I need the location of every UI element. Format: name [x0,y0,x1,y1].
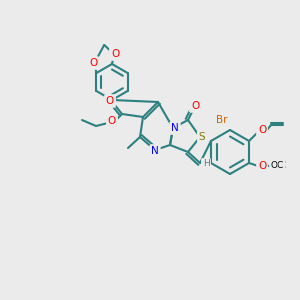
Text: H: H [202,160,209,169]
Text: Br: Br [216,115,228,125]
Text: O: O [106,96,114,106]
Text: H: H [202,160,209,169]
Text: O: O [108,116,116,126]
Text: O: O [258,161,266,171]
Text: N: N [171,123,179,133]
Text: O: O [106,96,114,106]
Text: O: O [191,101,199,111]
Text: O: O [191,101,199,111]
Text: O: O [89,58,98,68]
Text: N: N [151,146,159,156]
Text: N: N [171,123,179,133]
Text: O: O [111,49,119,59]
Text: O: O [258,125,266,135]
Text: O: O [258,125,266,135]
Text: S: S [199,132,205,142]
Text: N: N [151,146,159,156]
Text: OC: OC [270,161,284,170]
Text: O: O [108,116,116,126]
Text: O: O [258,161,266,171]
Text: O: O [89,58,98,68]
Text: Br: Br [216,115,228,125]
Text: S: S [199,132,205,142]
Text: OC: OC [273,161,287,170]
Text: O: O [111,49,119,59]
